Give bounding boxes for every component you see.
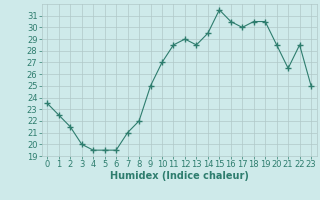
X-axis label: Humidex (Indice chaleur): Humidex (Indice chaleur)	[110, 171, 249, 181]
